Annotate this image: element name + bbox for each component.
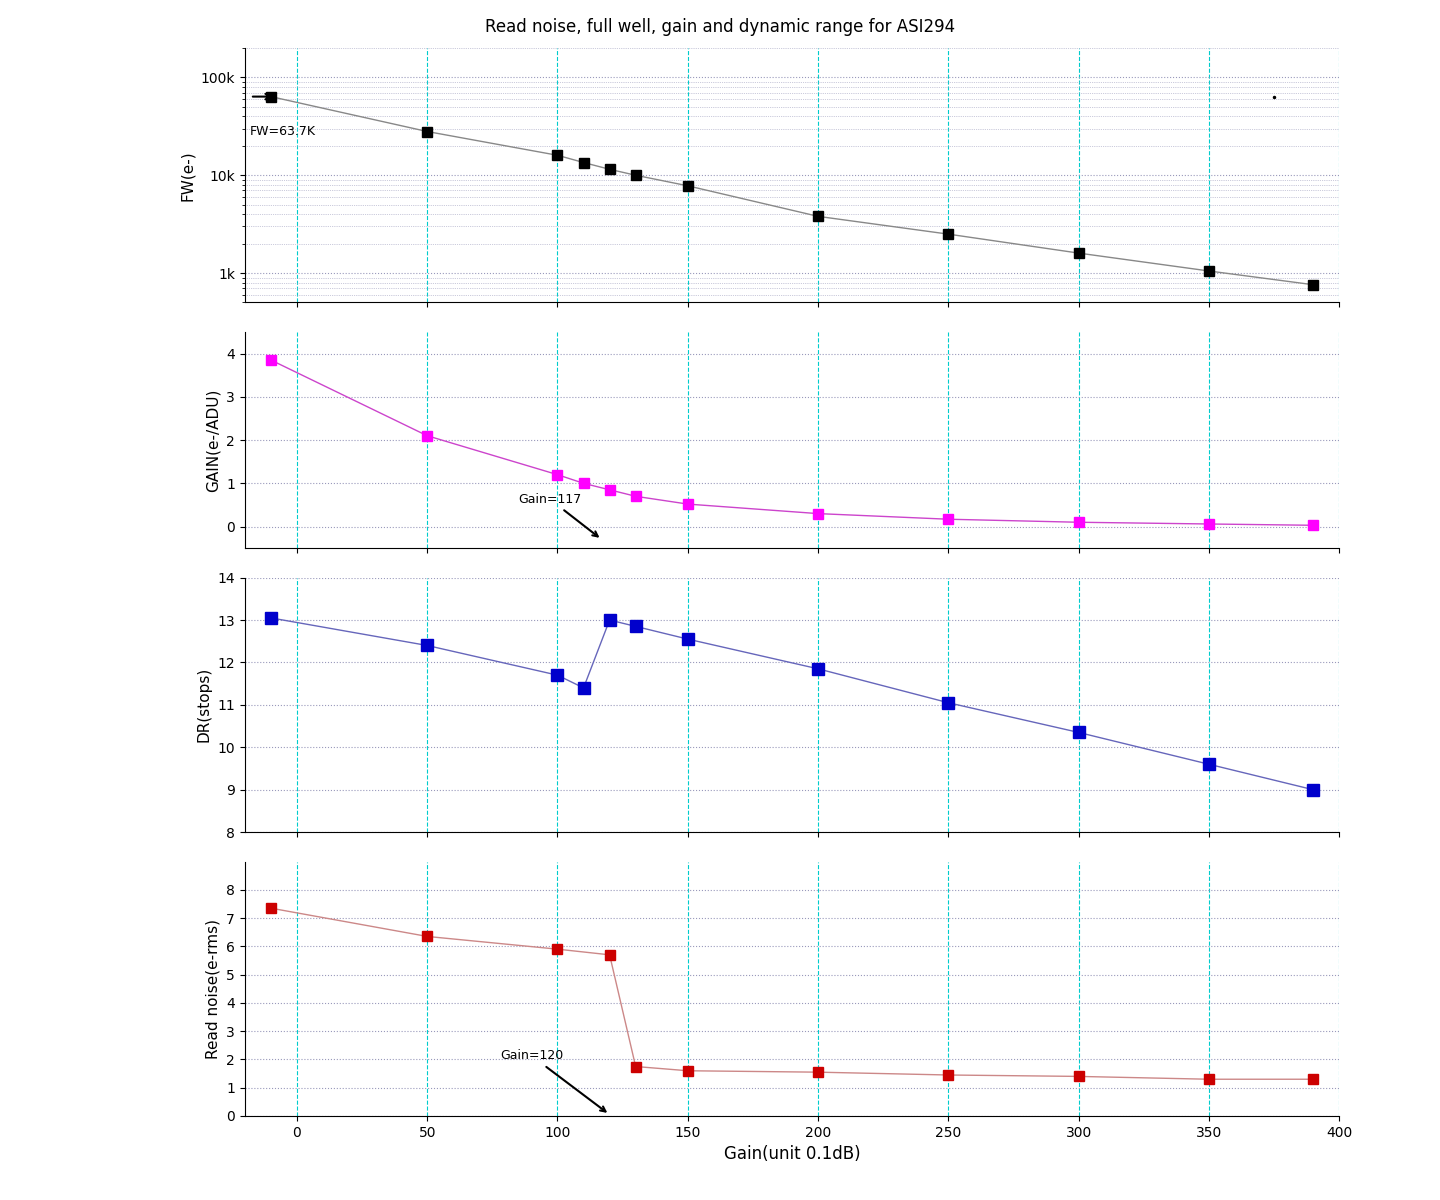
Text: Gain=117: Gain=117	[518, 493, 598, 536]
Y-axis label: Read noise(e-rms): Read noise(e-rms)	[206, 919, 220, 1058]
Text: Read noise, full well, gain and dynamic range for ASI294: Read noise, full well, gain and dynamic …	[485, 18, 955, 36]
X-axis label: Gain(unit 0.1dB): Gain(unit 0.1dB)	[724, 1145, 860, 1163]
Y-axis label: FW(e-): FW(e-)	[180, 150, 194, 200]
Y-axis label: DR(stops): DR(stops)	[197, 667, 212, 743]
Y-axis label: GAIN(e-/ADU): GAIN(e-/ADU)	[206, 389, 220, 492]
Text: FW=63.7K: FW=63.7K	[251, 125, 315, 138]
Text: Gain=120: Gain=120	[500, 1050, 605, 1111]
